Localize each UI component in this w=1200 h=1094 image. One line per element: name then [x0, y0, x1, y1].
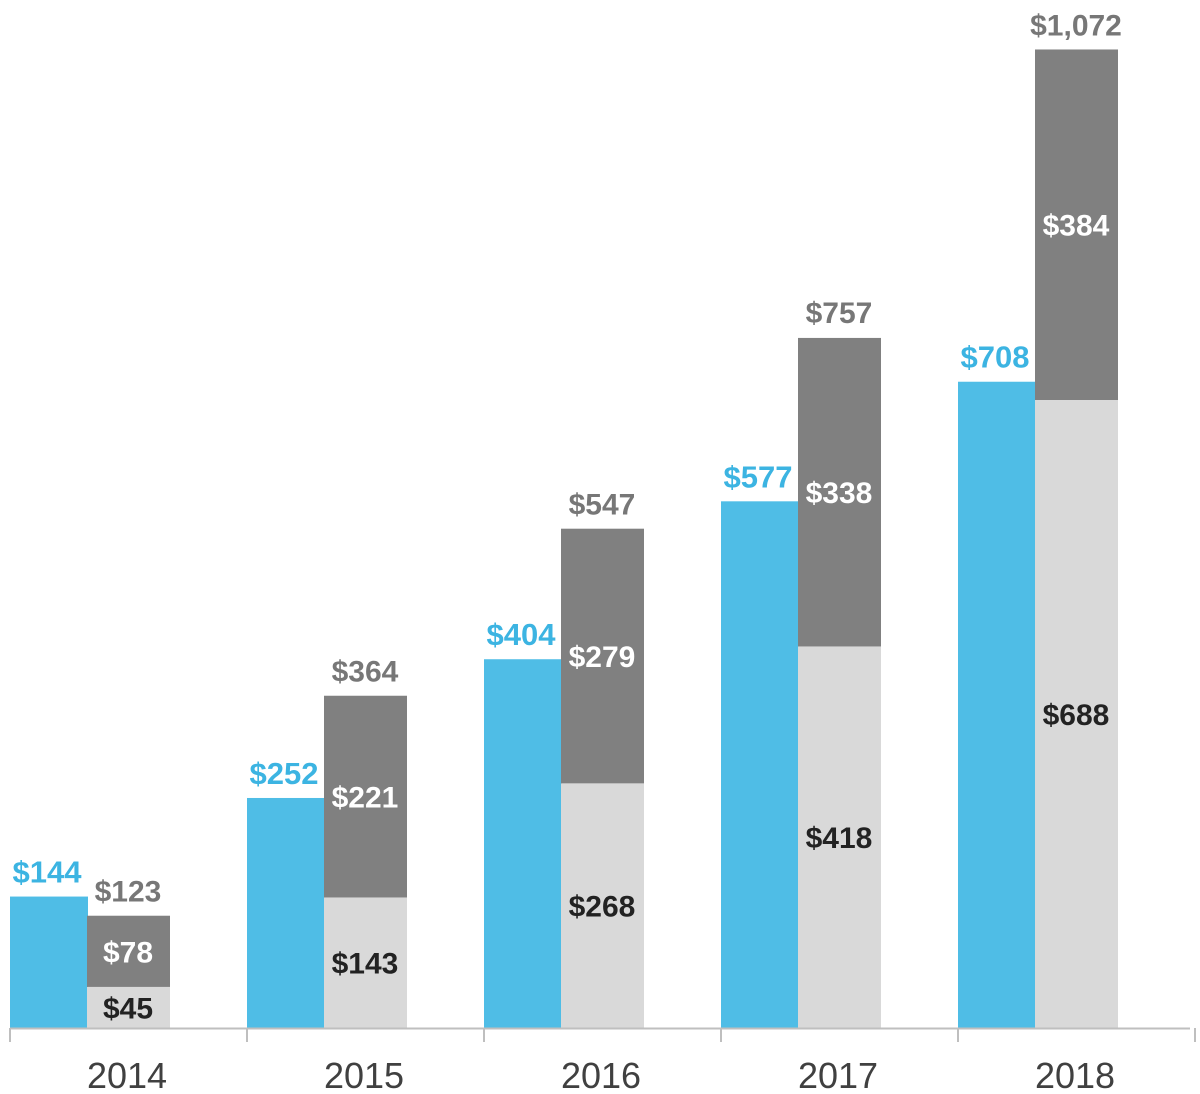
data-label-blue-2018: $708	[961, 340, 1030, 375]
bar-blue-2017	[721, 501, 799, 1028]
data-label-light-2016: $268	[569, 891, 636, 924]
bar-light-2015	[324, 897, 407, 1028]
bar-light-2018	[1035, 399, 1118, 1028]
data-label-dark-2014: $78	[103, 936, 153, 969]
data-label-light-2017: $418	[806, 822, 873, 855]
data-label-dark-2017: $338	[806, 477, 873, 510]
data-label-total-2017: $757	[806, 297, 873, 330]
x-tick-label-2016: 2016	[561, 1055, 641, 1094]
x-tick-label-2014: 2014	[87, 1055, 167, 1094]
data-label-light-2018: $688	[1043, 699, 1110, 732]
bar-blue-2018	[958, 381, 1036, 1028]
bars-layer	[10, 49, 1118, 1028]
bar-light-2014	[87, 986, 170, 1028]
data-label-total-2016: $547	[569, 489, 636, 522]
bar-dark-2017	[798, 337, 881, 647]
data-label-total-2018: $1,072	[1030, 9, 1122, 42]
bar-dark-2014	[87, 915, 170, 987]
data-label-blue-2014: $144	[13, 855, 83, 890]
x-axis: 2014 2015 2016 2017 2018	[9, 1027, 1196, 1094]
bar-blue-2014	[10, 896, 88, 1028]
data-label-blue-2016: $404	[487, 617, 557, 652]
x-tick-label-2015: 2015	[324, 1055, 404, 1094]
data-label-blue-2017: $577	[724, 459, 793, 494]
data-label-dark-2018: $384	[1043, 210, 1110, 243]
bar-dark-2015	[324, 695, 407, 898]
data-label-light-2015: $143	[332, 948, 399, 981]
x-tick-label-2017: 2017	[798, 1055, 878, 1094]
bar-blue-2015	[247, 797, 325, 1028]
bar-dark-2016	[561, 528, 644, 784]
data-label-light-2014: $45	[103, 992, 153, 1025]
data-label-dark-2015: $221	[332, 782, 399, 815]
data-label-total-2014: $123	[95, 876, 162, 909]
x-tick-label-2018: 2018	[1035, 1055, 1115, 1094]
bar-blue-2016	[484, 659, 562, 1028]
bar-light-2017	[798, 646, 881, 1028]
data-label-blue-2015: $252	[250, 756, 319, 791]
data-label-dark-2016: $279	[569, 641, 636, 674]
bar-light-2016	[561, 783, 644, 1028]
data-labels-layer: $144 $45 $78 $123 $252 $143 $221 $364 $404 $268 $2…	[13, 9, 1122, 1025]
bar-dark-2018	[1035, 49, 1118, 400]
data-label-total-2015: $364	[332, 656, 399, 689]
